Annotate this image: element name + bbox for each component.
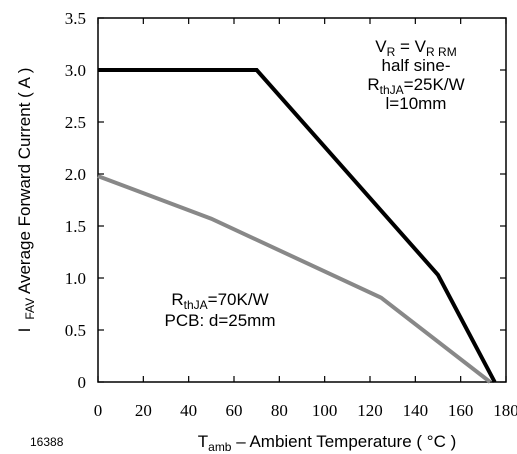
annotation-bottom-left-line: RthJA=70K/W	[171, 290, 268, 312]
annotation-top-right-text: = V	[395, 37, 426, 56]
annotation-top-right-text: =25K/W	[404, 75, 465, 94]
annotation-top-right-text: R RM	[426, 45, 457, 59]
x-tick-label: 160	[448, 401, 474, 420]
annotation-top-right-text: R	[387, 45, 396, 59]
y-tick-label: 0	[78, 373, 87, 392]
y-axis-label-sub: FAV	[23, 298, 37, 320]
x-tick-label: 140	[403, 401, 429, 420]
x-tick-label: 100	[312, 401, 338, 420]
y-axis-label: I FAV Average Forward Current ( A )	[15, 68, 37, 333]
y-tick-label: 3.0	[65, 61, 86, 80]
y-axis-label-rest: Average Forward Current ( A )	[15, 68, 34, 298]
x-tick-label: 40	[180, 401, 197, 420]
y-ticks: 0 0.5 1.0 1.5 2.0 2.5 3.0 3.5	[65, 9, 506, 392]
series-line-2	[97, 174, 492, 384]
x-tick-label: 180	[493, 401, 517, 420]
series-line-1	[98, 68, 497, 383]
series-lines	[97, 68, 497, 384]
figure-number: 16388	[30, 435, 64, 449]
y-tick-label: 3.5	[65, 9, 86, 28]
annotation-bottom-left-text: PCB: d=25mm	[164, 311, 275, 330]
annotation-top-right-text: half sine-	[382, 56, 451, 75]
annotation-top-right-text: R	[367, 75, 379, 94]
plot-frame	[97, 17, 507, 383]
annotation-top-right-line: l=10mm	[386, 94, 447, 113]
annotation-bottom-left-line: PCB: d=25mm	[164, 311, 275, 330]
x-axis-label: Tamb – Ambient Temperature ( °C )	[198, 432, 456, 454]
x-tick-label: 0	[94, 401, 103, 420]
annotation-top-right-line: VR = VR RM	[375, 37, 456, 59]
y-tick-label: 1.0	[65, 269, 86, 288]
y-tick-label: 2.0	[65, 165, 86, 184]
x-axis-label-rest: – Ambient Temperature ( °C )	[231, 432, 456, 451]
x-axis-label-sub: amb	[208, 440, 232, 454]
x-axis-label-main: T	[198, 432, 208, 451]
x-tick-label: 60	[226, 401, 243, 420]
x-tick-label: 20	[135, 401, 152, 420]
y-tick-label: 2.5	[65, 113, 86, 132]
annotation-top-right-line: RthJA=25K/W	[367, 75, 464, 97]
x-ticks: 0 20 40 60 80 100 120 140 160 180	[94, 18, 517, 420]
annotation-top-right-text: V	[375, 37, 387, 56]
annotation-top-right-line: half sine-	[382, 56, 451, 75]
y-tick-label: 0.5	[65, 321, 86, 340]
y-tick-label: 1.5	[65, 217, 86, 236]
annotation-top-right-text: thJA	[380, 83, 404, 97]
annotation-bottom-left-text: =70K/W	[208, 290, 269, 309]
annotation-bottom-left-text: thJA	[184, 298, 208, 312]
x-tick-label: 80	[271, 401, 288, 420]
annotation-top-right-text: l=10mm	[386, 94, 447, 113]
x-tick-label: 120	[357, 401, 383, 420]
annotation-bottom-left-text: R	[171, 290, 183, 309]
y-axis-label-main: I	[15, 328, 34, 333]
